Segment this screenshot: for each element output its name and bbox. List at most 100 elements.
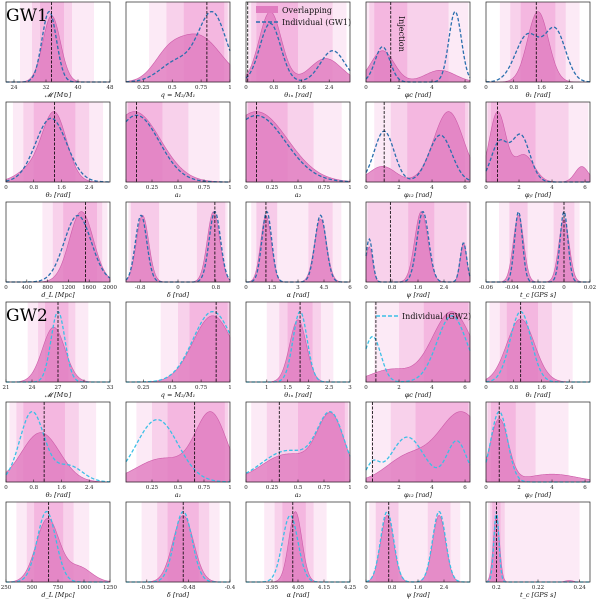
panel-frame	[245, 1, 351, 83]
x-tick-label: 2.4	[565, 85, 574, 91]
x-tick-label: 0	[244, 85, 248, 91]
panel-frame	[485, 301, 591, 383]
x-tick-label: 4	[430, 385, 434, 391]
x-axis-label: ψ [rad]	[406, 291, 430, 299]
panel-18: 1 1.5 2 2.5 3 θ₁ₙ [rad]	[245, 301, 352, 399]
panel-16: 21 24 27 30 33 𝓜 [M⊙]	[3, 301, 114, 399]
x-tick-label: 1.6	[537, 85, 546, 91]
x-tick-label: -0.48	[181, 585, 196, 591]
x-tick-label: 4	[550, 185, 554, 191]
panel-28: 3.95 4.05 4.15 4.25 α [rad]	[245, 501, 357, 599]
x-tick-label: 4.15	[318, 585, 331, 591]
x-tick-label: 32	[43, 85, 50, 91]
x-axis-label: a₁	[175, 491, 181, 499]
panel-frame	[365, 1, 471, 83]
legend-gw2: Individual (GW2)	[376, 312, 471, 321]
x-tick-label: 0	[4, 285, 8, 291]
x-tick-label: 0	[364, 285, 368, 291]
panel-29: 0 0.8 1.6 2.4 ψ [rad]	[364, 501, 471, 599]
x-tick-label: 4.25	[344, 585, 357, 591]
panel-21: 0 0.8 1.6 2.4 θ₂ [rad]	[4, 401, 111, 499]
x-tick-label: 0	[484, 385, 488, 391]
panel-frame	[125, 301, 231, 383]
legend-label-individual-gw2: Individual (GW2)	[402, 312, 471, 321]
x-axis-label: θ₂ [rad]	[46, 191, 71, 199]
panel-4: 0 2 4 6 φc [rad]	[364, 1, 471, 99]
panel-frame	[365, 401, 471, 483]
panel-frame	[5, 201, 111, 283]
x-tick-label: 4.5	[320, 285, 329, 291]
x-tick-label: 0.75	[198, 185, 211, 191]
panel-15: -0.06 -0.04 -0.02 0 0.02 t_c [GPS s]	[479, 201, 596, 299]
x-axis-label: θ₁ [rad]	[526, 391, 551, 399]
x-tick-label: 1.5	[283, 385, 292, 391]
x-tick-label: 6	[463, 185, 467, 191]
x-tick-label: 0.8	[269, 85, 278, 91]
panel-frame	[485, 1, 591, 83]
x-tick-label: 1.6	[414, 585, 423, 591]
x-tick-label: 0.75	[195, 385, 208, 391]
x-tick-label: 0.8	[29, 185, 38, 191]
panel-bg	[486, 502, 590, 582]
x-tick-label: -0.04	[505, 285, 520, 291]
x-tick-label: 0.8	[29, 485, 38, 491]
x-tick-label: 0.5	[174, 185, 183, 191]
panel-24: 0 2 4 6 φ₁₂ [rad]	[364, 401, 471, 499]
x-axis-label: α [rad]	[287, 591, 310, 599]
x-tick-label: 500	[27, 585, 38, 591]
panel-1: 24 32 40 48 𝓜 [M⊙]	[5, 1, 114, 99]
x-axis-label: φ₁₂ [rad]	[404, 491, 433, 499]
overlapping-posterior	[365, 311, 471, 383]
x-tick-label: 2	[397, 85, 401, 91]
x-tick-label: 2	[397, 185, 401, 191]
x-tick-label: 0.8	[388, 585, 397, 591]
panel-12: -0.8 0 0.8 δ [rad]	[125, 201, 231, 299]
x-tick-label: 4	[430, 85, 434, 91]
x-axis-label: t_c [GPS s]	[520, 591, 557, 599]
panel-27: -0.56 -0.48 -0.4 δ [rad]	[125, 501, 236, 599]
x-tick-label: 2.4	[440, 585, 449, 591]
x-tick-label: 0.5	[294, 185, 303, 191]
x-tick-label: 2.4	[85, 485, 94, 491]
x-tick-label: 250	[1, 585, 12, 591]
panel-6: 0 0.8 1.6 2.4 θ₂ [rad]	[4, 101, 111, 199]
x-tick-label: 1.6	[414, 285, 423, 291]
x-tick-label: 0	[244, 485, 248, 491]
x-tick-label: 0	[364, 85, 368, 91]
x-tick-label: -0.06	[479, 285, 494, 291]
x-tick-label: 40	[75, 85, 82, 91]
x-tick-label: 48	[107, 85, 114, 91]
x-tick-label: 2.4	[565, 385, 574, 391]
x-tick-label: 0.8	[388, 285, 397, 291]
x-tick-label: 3	[348, 385, 352, 391]
overlapping-posterior	[485, 111, 591, 183]
x-tick-label: 0.5	[174, 485, 183, 491]
individual-gw1-posterior	[125, 10, 231, 83]
x-tick-label: 1250	[103, 585, 117, 591]
panel-9: 0 2 4 6 φ₁₂ [rad]	[364, 101, 471, 199]
x-axis-label: 𝓜 [M⊙]	[45, 91, 72, 99]
individual-gw2-posterior	[245, 410, 351, 474]
x-axis-label: φc [rad]	[405, 391, 432, 399]
x-tick-label: 0.5	[168, 385, 177, 391]
x-tick-label: 1	[228, 385, 232, 391]
x-tick-label: 0.75	[318, 485, 331, 491]
panel-frame	[5, 401, 111, 483]
x-tick-label: 0.75	[198, 485, 211, 491]
x-axis-label: θ₁ [rad]	[526, 91, 551, 99]
individual-gw2-posterior	[125, 418, 231, 483]
panel-frame	[365, 301, 471, 383]
x-tick-label: 2.4	[85, 185, 94, 191]
x-axis-label: ψ [rad]	[406, 591, 430, 599]
credible-band	[488, 502, 580, 582]
x-tick-label: 6	[583, 485, 587, 491]
individual-gw2-posterior	[365, 315, 471, 383]
group-label-gw2: GW2	[6, 306, 48, 326]
panel-3: 0 0.8 1.6 2.4 θ₁ₙ [rad]	[244, 1, 351, 99]
x-tick-label: 4	[430, 485, 434, 491]
x-tick-label: 2.4	[325, 85, 334, 91]
legend-label-individual-gw1: Individual (GW1)	[282, 18, 351, 27]
x-tick-label: 0	[364, 585, 368, 591]
x-tick-label: 0	[484, 185, 488, 191]
